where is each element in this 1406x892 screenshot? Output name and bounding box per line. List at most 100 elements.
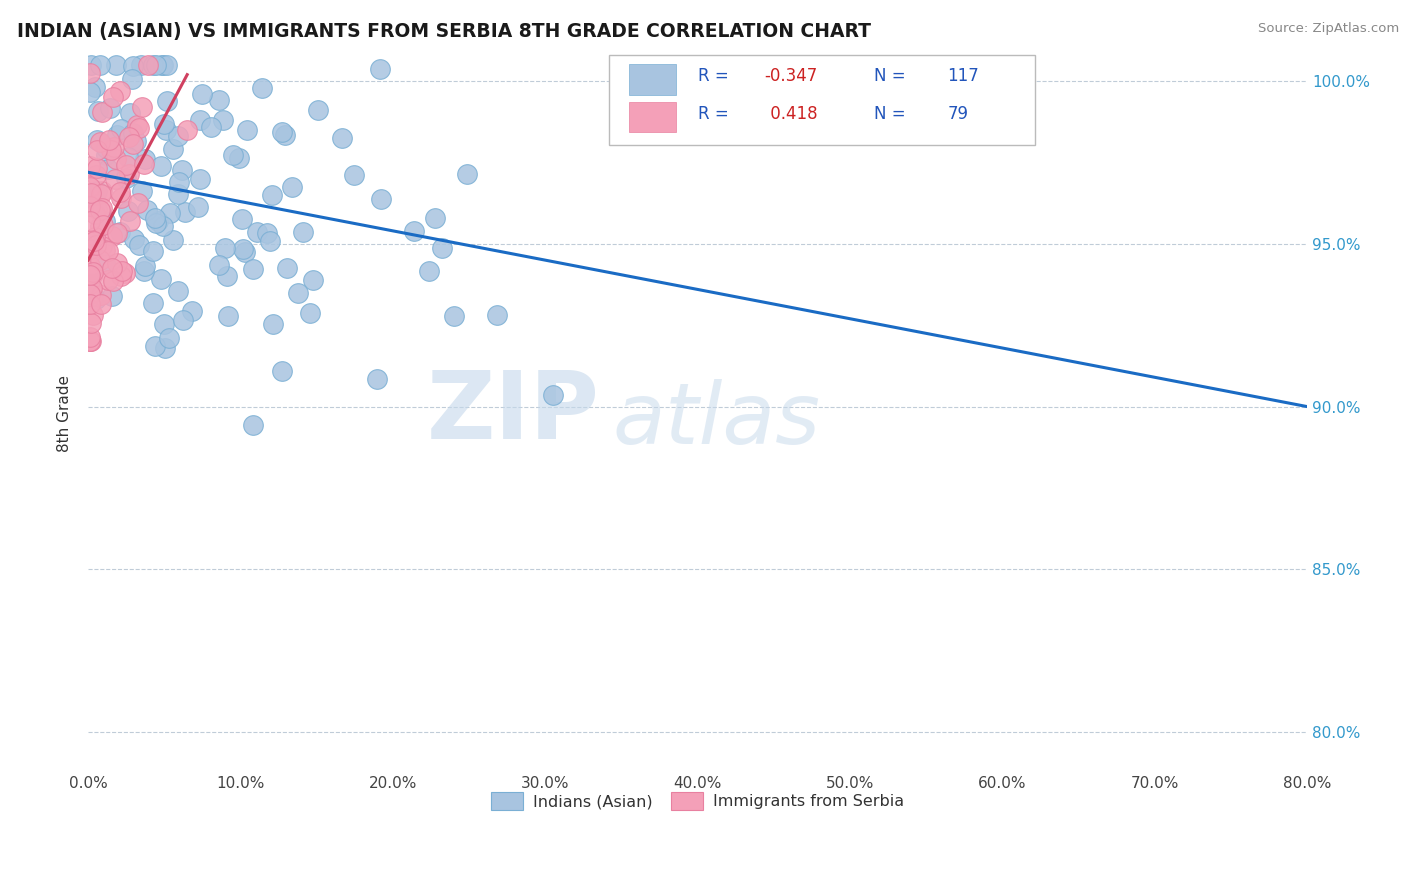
Point: [276, 261, 298, 276]
Point: [89, 252, 111, 267]
Point: [188, 113, 211, 128]
Point: [215, 269, 238, 284]
Point: [79, 259, 101, 273]
Point: [167, 186, 190, 201]
Point: [131, 100, 153, 114]
Point: [101, 261, 124, 276]
Point: [242, 418, 264, 433]
Point: [103, 140, 125, 154]
Point: [86, 133, 108, 147]
Point: [222, 147, 245, 161]
Point: [281, 179, 304, 194]
Point: [252, 80, 274, 95]
Point: [172, 162, 194, 177]
Point: [242, 262, 264, 277]
Point: [79, 287, 101, 301]
Text: R =: R =: [697, 104, 728, 122]
FancyBboxPatch shape: [609, 55, 1035, 145]
Point: [87, 104, 110, 119]
Point: [233, 245, 256, 260]
Point: [149, 159, 172, 173]
Text: 117: 117: [948, 67, 979, 86]
Text: ZIP: ZIP: [427, 368, 600, 459]
Point: [180, 304, 202, 318]
Point: [135, 203, 157, 218]
Point: [101, 289, 124, 303]
Point: [86, 144, 108, 158]
Point: [122, 137, 145, 152]
Point: [152, 219, 174, 234]
Point: [214, 241, 236, 255]
Point: [80, 186, 103, 200]
Point: [83, 230, 105, 244]
Point: [188, 172, 211, 186]
Point: [79, 239, 101, 253]
Point: [89, 135, 111, 149]
Point: [134, 152, 156, 166]
Point: [94, 214, 117, 228]
Point: [187, 200, 209, 214]
Point: [86, 202, 108, 216]
Point: [259, 235, 281, 249]
Point: [404, 224, 426, 238]
Point: [110, 122, 132, 136]
Point: [212, 113, 235, 128]
Point: [91, 184, 114, 198]
Point: [172, 313, 194, 327]
Point: [80, 260, 103, 275]
Point: [145, 58, 167, 72]
Point: [136, 58, 159, 72]
Point: [84, 196, 107, 211]
Point: [152, 58, 174, 72]
Point: [148, 214, 170, 228]
Point: [105, 255, 128, 269]
Point: [150, 58, 173, 72]
Point: [271, 364, 294, 378]
Point: [121, 71, 143, 86]
Point: [153, 117, 176, 131]
Point: [120, 214, 142, 228]
Point: [79, 296, 101, 310]
Point: [105, 226, 128, 240]
Point: [228, 151, 250, 165]
Point: [153, 317, 176, 331]
Point: [122, 59, 145, 73]
Point: [301, 272, 323, 286]
Point: [115, 171, 138, 186]
Point: [89, 219, 111, 233]
Point: [256, 227, 278, 241]
Point: [97, 244, 120, 258]
Point: [82, 290, 104, 304]
Point: [128, 238, 150, 252]
Point: [90, 201, 112, 215]
Point: [262, 317, 284, 331]
Point: [80, 266, 103, 280]
Point: [117, 204, 139, 219]
Point: [155, 122, 177, 136]
Point: [79, 66, 101, 80]
Text: -0.347: -0.347: [765, 67, 818, 86]
Point: [157, 331, 180, 345]
Point: [370, 62, 392, 76]
Point: [80, 316, 103, 330]
Point: [94, 147, 117, 161]
Point: [83, 235, 105, 249]
Point: [159, 206, 181, 220]
Point: [94, 243, 117, 257]
Point: [82, 267, 104, 281]
Point: [104, 172, 127, 186]
Point: [143, 339, 166, 353]
Point: [108, 225, 131, 239]
Text: 0.418: 0.418: [765, 104, 817, 122]
Point: [443, 309, 465, 323]
Point: [162, 142, 184, 156]
Text: R =: R =: [697, 67, 728, 86]
Point: [82, 281, 104, 295]
Point: [118, 129, 141, 144]
Point: [423, 211, 446, 225]
Point: [232, 243, 254, 257]
Text: atlas: atlas: [612, 379, 820, 462]
Point: [208, 258, 231, 272]
Point: [86, 161, 108, 176]
Point: [307, 103, 329, 117]
